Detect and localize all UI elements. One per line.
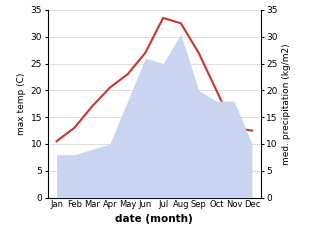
X-axis label: date (month): date (month): [115, 214, 193, 224]
Y-axis label: med. precipitation (kg/m2): med. precipitation (kg/m2): [282, 43, 291, 165]
Y-axis label: max temp (C): max temp (C): [17, 73, 26, 135]
